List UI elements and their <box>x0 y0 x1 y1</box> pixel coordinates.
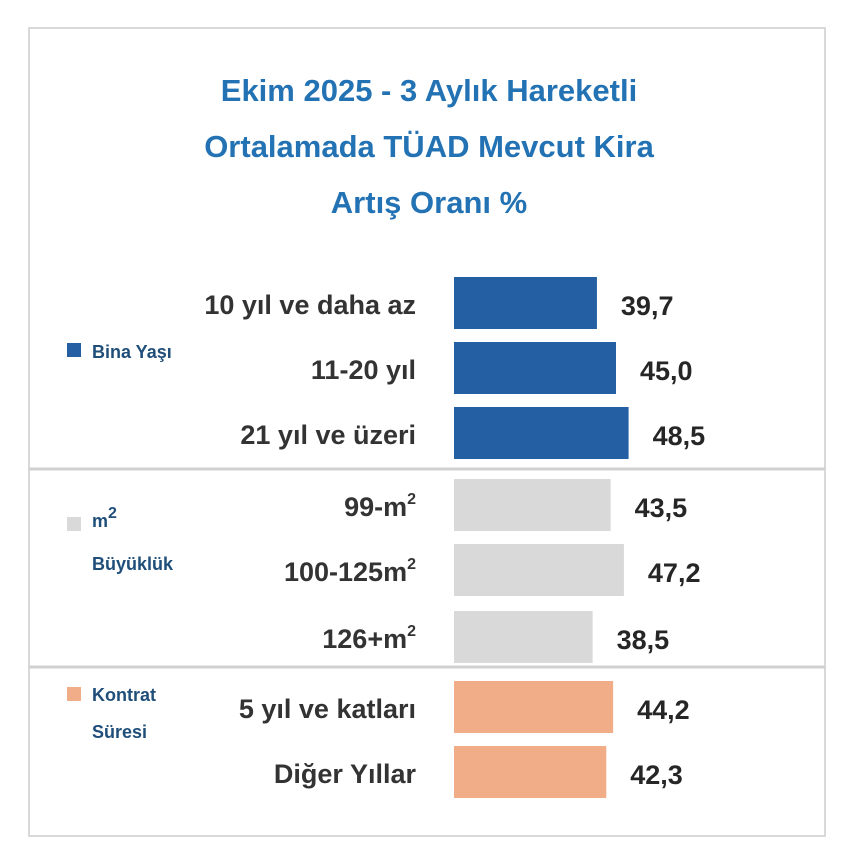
category-label-3-1: 5 yıl ve katları <box>239 694 416 724</box>
value-label-1-1: 39,7 <box>621 291 674 321</box>
legend-label-2-1: m2 <box>92 505 117 531</box>
bar-2-1 <box>454 479 611 531</box>
legend-swatch-1 <box>67 343 81 357</box>
chart-title-line-3: Artış Oranı % <box>330 185 528 220</box>
value-label-2-1: 43,5 <box>635 493 688 523</box>
category-label-1-2: 11-20 yıl <box>311 355 416 385</box>
bar-2-2 <box>454 544 624 596</box>
bar-2-3 <box>454 611 593 663</box>
bar-3-1 <box>454 681 614 733</box>
category-label-2-2: 100-125m2 <box>284 556 416 587</box>
value-label-2-3: 38,5 <box>617 625 670 655</box>
category-label-3-2: Diğer Yıllar <box>274 759 417 789</box>
legend-swatch-3 <box>67 687 81 701</box>
legend-label-3-1: Kontrat <box>92 685 156 705</box>
chart-title-line-2: Ortalamada TÜAD Mevcut Kira <box>204 129 654 164</box>
bar-3-2 <box>454 746 607 798</box>
legend-label-2-2: Büyüklük <box>92 554 174 574</box>
category-label-1-1: 10 yıl ve daha az <box>204 290 416 320</box>
legend-label-1-1: Bina Yaşı <box>92 342 172 362</box>
category-label-2-1: 99-m2 <box>344 491 416 522</box>
category-label-1-3: 21 yıl ve üzeri <box>240 420 416 450</box>
legend-swatch-2 <box>67 517 81 531</box>
bar-1-1 <box>454 277 597 329</box>
value-label-1-3: 48,5 <box>653 421 706 451</box>
chart-title-line-1: Ekim 2025 - 3 Aylık Hareketli <box>220 73 638 108</box>
value-label-1-2: 45,0 <box>640 356 693 386</box>
value-label-3-2: 42,3 <box>630 760 683 790</box>
category-label-2-3: 126+m2 <box>322 623 416 654</box>
chart-frame: Ekim 2025 - 3 Aylık Hareketli Ortalamada… <box>28 27 826 837</box>
value-label-2-2: 47,2 <box>648 558 701 588</box>
chart-title: Ekim 2025 - 3 Aylık Hareketli Ortalamada… <box>30 63 828 231</box>
bar-1-2 <box>454 342 616 394</box>
legend-label-3-2: Süresi <box>92 722 147 742</box>
bar-1-3 <box>454 407 629 459</box>
value-label-3-1: 44,2 <box>637 695 690 725</box>
